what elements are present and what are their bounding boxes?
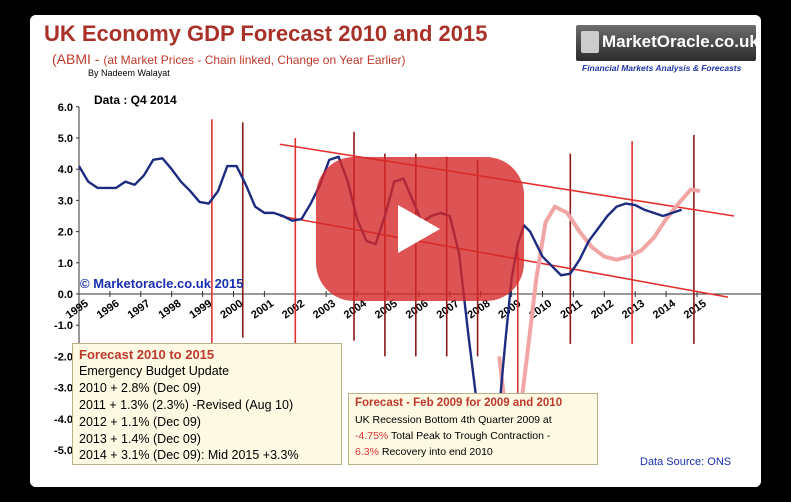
logo-bar (576, 25, 756, 61)
y-tick-label: 2.0 (58, 227, 73, 239)
forecast2009-line2-text: Total Peak to Trough Contraction - (388, 430, 551, 442)
copyright-label: © Marketoracle.co.uk 2015 (80, 276, 244, 291)
x-tick-label: 1997 (126, 298, 153, 322)
y-tick-label: 5.0 (58, 133, 73, 145)
logo-tagline: Financial Markets Analysis & Forecasts (582, 63, 742, 73)
forecast2009-line3-text: Recovery into end 2010 (378, 446, 493, 458)
x-tick-label: 2003 (311, 298, 338, 322)
x-tick-label: 2007 (435, 298, 462, 322)
logo-name: MarketOracle.co.uk (602, 32, 759, 51)
x-tick-label: 2015 (682, 298, 709, 322)
y-tick-label: 3.0 (58, 195, 73, 207)
video-play-button[interactable] (316, 157, 524, 301)
y-tick-label: 6.0 (58, 102, 73, 114)
x-tick-label: 1996 (95, 298, 122, 322)
x-tick-label: 1998 (157, 298, 184, 322)
logo-mark-icon (581, 31, 599, 53)
marketoracle-logo: MarketOracle.co.uk Financial Markets Ana… (576, 25, 759, 80)
x-tick-label: 2006 (404, 298, 431, 322)
subtitle-rest: (at Market Prices - Chain linked, Change… (103, 53, 406, 67)
forecast2009-contraction-value: 6.3% (355, 446, 379, 458)
chart-frame: 6.0 5.0 4.0 3.0 2.0 1.0 0.0 -1.0 -2.0 -3.0 -4.0 -5.… (30, 15, 761, 487)
y-tick-label: -2.0 (54, 351, 73, 363)
forecast-line: 2012 + 1.1% (Dec 09) (79, 415, 201, 429)
forecast-line: 2014 + 3.1% (Dec 09): Mid 2015 +3.3% (79, 448, 299, 462)
forecast-line: 2013 + 1.4% (Dec 09) (79, 432, 201, 446)
forecast2009-line1: UK Recession Bottom 4th Quarter 2009 at (355, 414, 552, 426)
x-tick-label: 2005 (373, 298, 400, 322)
chart-subtitle: (ABMI - (at Market Prices - Chain linked… (52, 51, 406, 67)
forecast-2010-2015-box: Forecast 2010 to 2015 Emergency Budget U… (72, 343, 342, 465)
x-tick-label: 2002 (280, 298, 307, 322)
x-tick-label: 2013 (620, 298, 647, 322)
x-tick-label: 2008 (466, 298, 493, 322)
subtitle-prefix: (ABMI - (52, 51, 104, 67)
play-icon (398, 205, 440, 253)
chart-title: UK Economy GDP Forecast 2010 and 2015 (44, 21, 488, 46)
forecast2009-heading: Forecast - Feb 2009 for 2009 and 2010 (355, 397, 563, 409)
x-tick-label: 1999 (187, 298, 214, 322)
y-tick-label: -1.0 (54, 320, 73, 332)
x-tick-label: 2012 (589, 298, 616, 322)
x-tick-label: 2011 (558, 298, 584, 322)
y-tick-label: -3.0 (54, 383, 73, 395)
y-tick-label: -4.0 (54, 414, 73, 426)
y-tick-label: 4.0 (58, 164, 73, 176)
forecast-line: 2011 + 1.3% (2.3%) -Revised (Aug 10) (79, 398, 294, 412)
x-tick-label: 2001 (249, 298, 276, 322)
forecast2009-line2: -4.75% Total Peak to Trough Contraction … (355, 430, 550, 442)
forecast2009-line3: 6.3% Recovery into end 2010 (355, 446, 493, 458)
x-tick-label: 1995 (64, 298, 91, 322)
forecast2009-bottom-value: -4.75% (355, 430, 389, 442)
author-byline: By Nadeem Walayat (88, 68, 170, 78)
forecast-path (497, 187, 701, 440)
data-date-label: Data : Q4 2014 (94, 93, 177, 107)
forecast-line: 2010 + 2.8% (Dec 09) (79, 381, 201, 395)
forecast-line: Emergency Budget Update (79, 364, 230, 378)
y-tick-label: -5.0 (54, 445, 73, 457)
x-tick-label: 2000 (218, 298, 245, 322)
data-source-label: Data Source: ONS (640, 456, 732, 468)
x-tick-label: 2014 (651, 297, 679, 321)
forecast-box-heading: Forecast 2010 to 2015 (79, 347, 215, 362)
forecast-2009-box: Forecast - Feb 2009 for 2009 and 2010 UK… (348, 393, 598, 465)
y-tick-label: 0.0 (58, 289, 73, 301)
y-tick-label: 1.0 (58, 258, 73, 270)
